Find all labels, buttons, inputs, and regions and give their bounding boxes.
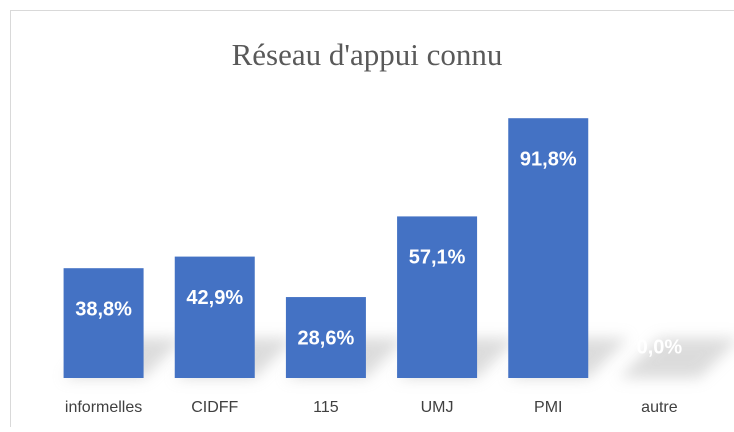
chart-title: Réseau d'appui connu: [232, 37, 503, 72]
bar: [397, 216, 477, 378]
x-tick-label: 115: [313, 399, 339, 416]
bar: [175, 257, 255, 378]
x-tick-label: PMI: [534, 399, 562, 416]
data-label: 38,8%: [75, 298, 132, 320]
x-tick-label: informelles: [65, 399, 142, 416]
x-tick-label: autre: [641, 399, 678, 416]
data-label: 28,6%: [298, 327, 355, 349]
data-label: 91,8%: [520, 148, 577, 170]
x-tick-label: UMJ: [421, 399, 454, 416]
bar: [64, 268, 144, 378]
data-label: 0,0%: [637, 336, 683, 358]
x-tick-label: CIDFF: [191, 399, 238, 416]
data-label: 57,1%: [409, 247, 466, 269]
data-label: 42,9%: [186, 287, 243, 309]
